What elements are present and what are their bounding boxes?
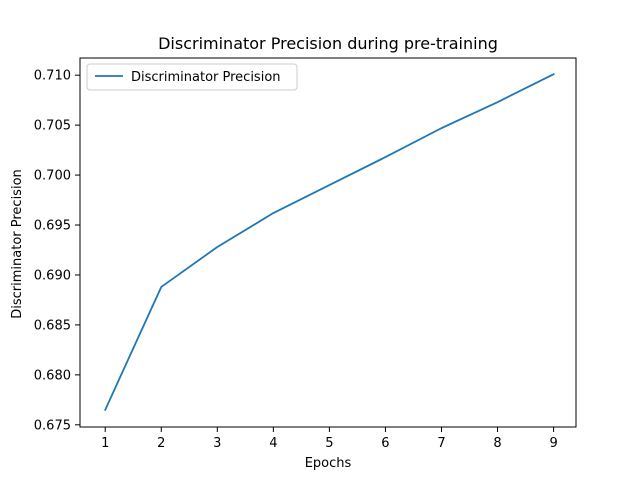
x-tick-label: 7 <box>437 436 445 451</box>
x-tick-label: 1 <box>101 436 109 451</box>
x-tick-label: 8 <box>493 436 501 451</box>
x-tick-label: 4 <box>269 436 277 451</box>
y-tick-label: 0.680 <box>34 368 71 383</box>
chart-title: Discriminator Precision during pre-train… <box>158 34 498 53</box>
y-tick-label: 0.690 <box>34 268 71 283</box>
x-tick-label: 9 <box>549 436 557 451</box>
legend: Discriminator Precision <box>87 64 297 90</box>
x-axis-label: Epochs <box>305 456 352 471</box>
x-tick-label: 3 <box>213 436 221 451</box>
y-tick-label: 0.685 <box>34 318 71 333</box>
y-tick-label: 0.675 <box>34 418 71 433</box>
legend-label: Discriminator Precision <box>131 70 281 85</box>
y-tick-label: 0.700 <box>34 169 71 184</box>
y-tick-label: 0.710 <box>34 69 71 84</box>
x-tick-label: 5 <box>325 436 333 451</box>
x-tick-label: 2 <box>157 436 165 451</box>
y-tick-label: 0.705 <box>34 119 71 134</box>
x-tick-label: 6 <box>381 436 389 451</box>
y-axis-label: Discriminator Precision <box>10 169 25 319</box>
y-tick-label: 0.695 <box>34 219 71 234</box>
